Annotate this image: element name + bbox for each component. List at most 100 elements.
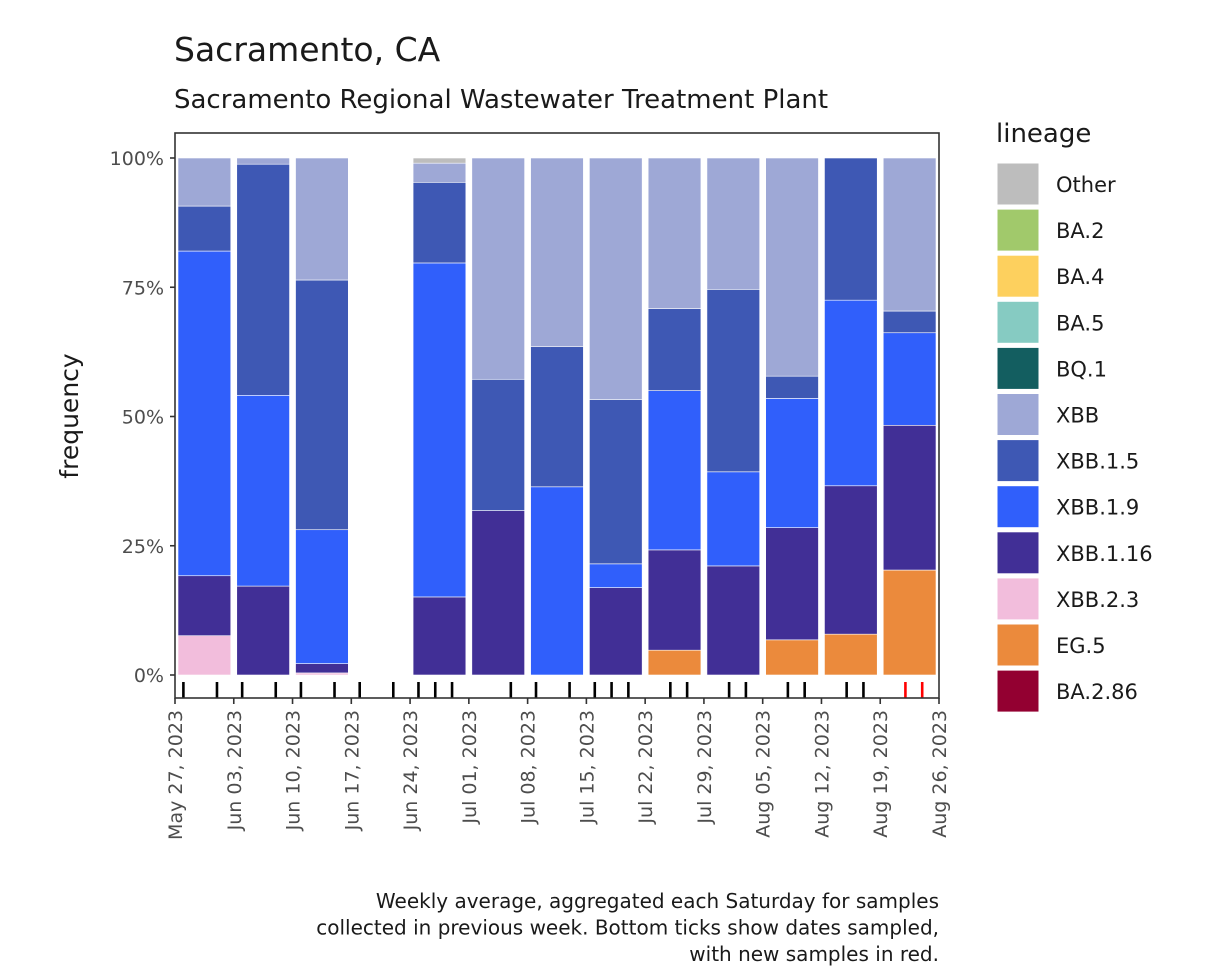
x-tick-label: Jun 03, 2023 — [224, 710, 246, 831]
bar-segment-xbb — [177, 157, 232, 207]
x-tick-label: Jul 29, 2023 — [694, 710, 716, 825]
legend-item-eg-5: EG.5 — [996, 623, 1106, 667]
chart-title: Sacramento, CA — [174, 30, 441, 69]
bar-segment-xbb — [236, 157, 290, 165]
x-axis: May 27, 2023 Jun 03, 2023 Jun 10, 2023 Jun … — [165, 698, 951, 840]
bar-segment-eg-5 — [765, 639, 819, 676]
bar-segment-xbb — [882, 157, 937, 312]
caption-line: collected in previous week. Bottom ticks… — [316, 916, 939, 940]
bar-segment-xbb-1-16 — [765, 527, 819, 641]
legend-label: BQ.1 — [1056, 357, 1107, 381]
x-tick-label: Aug 12, 2023 — [811, 710, 833, 838]
x-tick-label: Aug 26, 2023 — [929, 710, 951, 838]
bar-segment-xbb — [647, 157, 702, 309]
legend-label: XBB — [1056, 404, 1099, 428]
bar-segment-xbb — [471, 157, 525, 380]
legend-label: XBB.2.3 — [1056, 588, 1139, 612]
legend-item-xbb-2-3: XBB.2.3 — [996, 577, 1139, 621]
y-axis: 0% 25% 50% 75% 100% — [110, 148, 175, 687]
caption-line: with new samples in red. — [689, 942, 939, 966]
x-tick-label: Jul 01, 2023 — [459, 710, 481, 825]
bar-segment-other — [412, 157, 467, 164]
bar-segment-xbb-1-16 — [882, 424, 937, 571]
y-tick-label: 0% — [134, 665, 164, 687]
legend-swatch — [996, 577, 1040, 621]
bar-segment-xbb-1-5 — [765, 375, 819, 399]
legend-label: BA.2 — [1056, 219, 1104, 243]
bar-segment-xbb-1-9 — [177, 250, 232, 577]
legend-swatch — [996, 669, 1040, 713]
bar-segment-eg-5 — [882, 569, 937, 676]
legend-label: BA.2.86 — [1056, 680, 1138, 704]
bar-segment-eg-5 — [824, 633, 878, 676]
legend-label: XBB.1.16 — [1056, 542, 1153, 566]
bar-segment-xbb-1-5 — [295, 279, 349, 531]
bar-segment-xbb-1-5 — [412, 181, 467, 264]
legend-item-xbb-1-9: XBB.1.9 — [996, 485, 1139, 529]
bar-segment-xbb-1-5 — [647, 308, 702, 391]
legend-item-ba-2: BA.2 — [996, 208, 1104, 252]
bar-segment-xbb-1-5 — [589, 399, 643, 565]
legend-label: EG.5 — [1056, 634, 1106, 658]
bar-segment-xbb — [295, 157, 349, 281]
legend-label: BA.5 — [1056, 311, 1104, 335]
bar-segment-xbb-1-5 — [706, 289, 760, 473]
bar-segment-xbb-2-3 — [295, 672, 349, 676]
bar-segment-eg-5 — [647, 649, 702, 676]
bar-segment-xbb-1-5 — [882, 310, 937, 334]
x-tick-label: Jun 10, 2023 — [283, 710, 305, 831]
legend-label: Other — [1056, 173, 1116, 197]
legend-swatch — [996, 439, 1040, 483]
legend-item-other: Other — [996, 162, 1116, 206]
legend-swatch — [996, 208, 1040, 252]
bar-segment-xbb — [589, 157, 643, 400]
x-tick-label: Jun 17, 2023 — [341, 710, 363, 831]
bar-segment-xbb-1-5 — [530, 346, 584, 488]
bar-segment-xbb-1-9 — [706, 471, 760, 567]
caption-line: Weekly average, aggregated each Saturday… — [376, 889, 939, 913]
x-tick-label: Aug 19, 2023 — [870, 710, 892, 838]
bar-segment-xbb-1-9 — [295, 529, 349, 664]
bar-segment-xbb-1-9 — [647, 390, 702, 551]
chart-subtitle: Sacramento Regional Wastewater Treatment… — [174, 85, 828, 115]
bar-segment-xbb-1-5 — [824, 157, 878, 301]
legend-label: XBB.1.5 — [1056, 450, 1139, 474]
legend: Other BA.2 BA.4 BA.5 BQ.1 XBB XBB.1.5 XBB.1.9 XB… — [996, 162, 1153, 713]
bar-segment-xbb-1-9 — [412, 262, 467, 598]
bar-segment-xbb-1-9 — [530, 486, 584, 676]
caption: Weekly average, aggregated each Saturday… — [316, 889, 939, 966]
legend-item-xbb-1-16: XBB.1.16 — [996, 531, 1153, 575]
legend-item-xbb: XBB — [996, 393, 1099, 436]
bar-segment-xbb-1-9 — [236, 395, 290, 587]
bar-segment-xbb-1-5 — [177, 205, 232, 252]
bar-segment-xbb-1-9 — [765, 398, 819, 528]
legend-item-bq-1: BQ.1 — [996, 346, 1107, 390]
legend-item-ba-2-86: BA.2.86 — [996, 669, 1138, 713]
legend-item-xbb-1-5: XBB.1.5 — [996, 439, 1139, 483]
legend-swatch — [996, 162, 1040, 206]
bar-segment-xbb-1-16 — [647, 549, 702, 651]
bar-segment-xbb-1-5 — [236, 163, 290, 396]
y-tick-label: 50% — [122, 407, 164, 429]
x-tick-label: Jul 22, 2023 — [635, 710, 657, 825]
bar-segment-xbb-1-16 — [589, 587, 643, 676]
legend-label: XBB.1.9 — [1056, 496, 1139, 520]
bar-segment-xbb-1-16 — [706, 565, 760, 676]
y-tick-label: 25% — [122, 536, 164, 558]
legend-title: lineage — [996, 119, 1091, 149]
bars-layer — [177, 157, 937, 676]
bar-segment-xbb — [530, 157, 584, 348]
legend-swatch — [996, 300, 1040, 344]
bar-segment-xbb-1-16 — [471, 510, 525, 676]
bar-segment-xbb — [765, 157, 819, 377]
x-tick-label: Jun 24, 2023 — [400, 710, 422, 831]
bar-segment-xbb-1-16 — [412, 596, 467, 676]
legend-label: BA.4 — [1056, 265, 1104, 289]
x-tick-label: Jul 08, 2023 — [518, 710, 540, 825]
bar-segment-xbb-1-9 — [882, 332, 937, 426]
bar-segment-xbb — [706, 157, 760, 290]
legend-swatch — [996, 346, 1040, 390]
plot-panel-border — [174, 132, 940, 699]
legend-swatch — [996, 393, 1040, 436]
